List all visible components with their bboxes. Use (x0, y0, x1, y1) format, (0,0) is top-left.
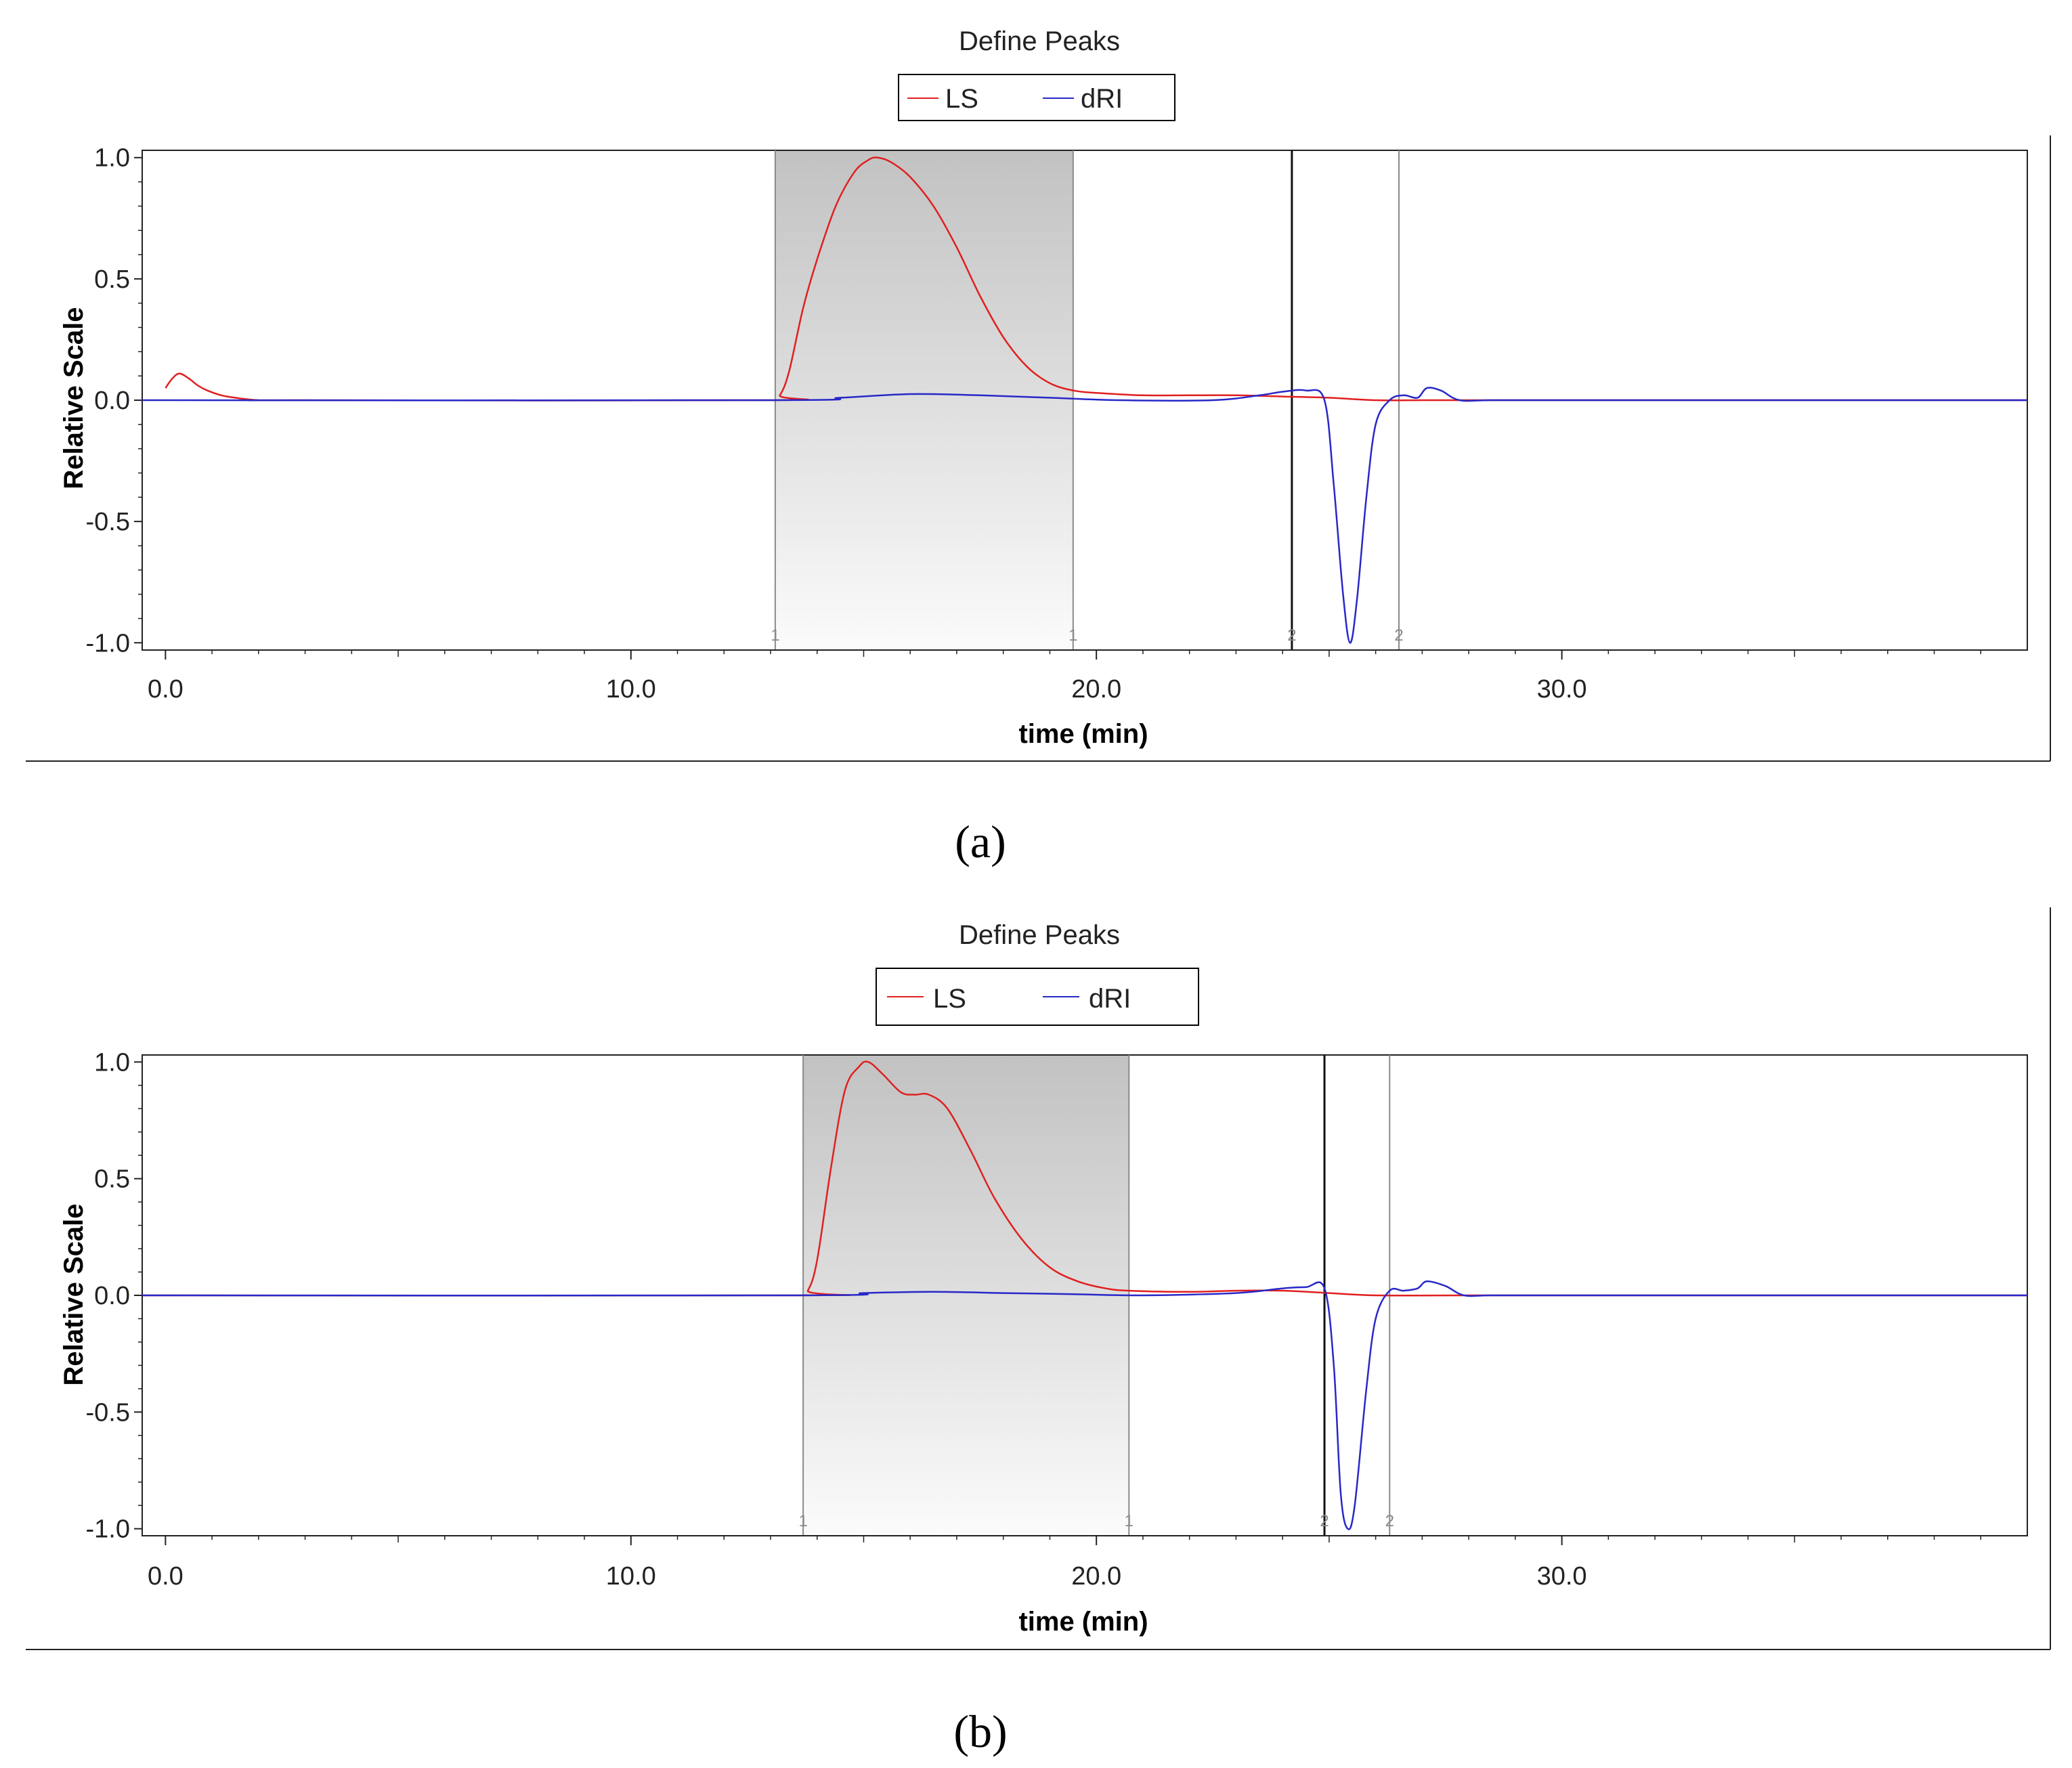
legend-label-dri: dRI (1089, 984, 1131, 1014)
y-tick-label: -1.0 (86, 629, 130, 657)
y-tick-label: 1.0 (94, 144, 130, 173)
legend-label-ls: LS (945, 84, 978, 114)
y-tick-label: 0.5 (94, 265, 130, 294)
x-axis-title: time (min) (1018, 1607, 1148, 1637)
peak-markers: 1 1 2 2 (771, 150, 1404, 650)
y-tick-label: -0.5 (86, 1398, 130, 1427)
series-layer (142, 1060, 2027, 1530)
peak-marker-label: 2 (1394, 626, 1403, 645)
legend-box (876, 968, 1199, 1026)
x-axis-title: time (min) (1018, 719, 1148, 749)
x-tick-label: 30.0 (1537, 675, 1587, 704)
x-axis: 0.0 10.0 20.0 30.0 (148, 650, 1982, 704)
y-tick-label: -0.5 (86, 508, 130, 536)
peak-marker-label: 1 (798, 1512, 807, 1530)
y-tick-label: 0.0 (94, 387, 130, 415)
peak-marker-label: 1 (771, 626, 779, 645)
y-tick-label: 0.5 (94, 1165, 130, 1194)
legend: LS dRI (898, 74, 1175, 121)
peak-marker-label: 2 (1287, 626, 1296, 645)
x-tick-label: 20.0 (1071, 675, 1121, 704)
peak-marker-label: 2 (1320, 1512, 1329, 1530)
legend-label-dri: dRI (1081, 84, 1123, 114)
x-tick-label: 0.0 (148, 1562, 184, 1591)
peak-marker-label: 2 (1385, 1512, 1394, 1530)
x-axis: 0.0 10.0 20.0 30.0 (148, 1536, 1982, 1591)
series-line-ls (165, 156, 2027, 402)
y-axis: 1.0 0.5 0.0 -0.5 -1.0 (86, 1048, 142, 1544)
x-tick-label: 0.0 (148, 675, 184, 704)
panel-caption: (b) (953, 1706, 1007, 1757)
y-tick-label: -1.0 (86, 1515, 130, 1544)
legend-box (898, 74, 1175, 121)
chart-title: Define Peaks (959, 26, 1120, 56)
y-axis-title: Relative Scale (59, 307, 89, 489)
y-tick-label: 0.0 (94, 1282, 130, 1310)
peak-marker-label: 1 (1125, 1512, 1134, 1530)
series-line-dri (142, 387, 2027, 644)
x-tick-label: 20.0 (1071, 1562, 1121, 1591)
legend: LS dRI (876, 968, 1199, 1026)
peak-marker-label: 1 (1069, 626, 1077, 645)
legend-label-ls: LS (933, 984, 966, 1014)
chart-panel-a: Define Peaks LS dRI 1.0 0.5 0.0 -0.5 -1.0 0.… (26, 26, 2051, 867)
x-tick-label: 10.0 (606, 1562, 656, 1591)
y-axis: 1.0 0.5 0.0 -0.5 -1.0 (86, 144, 142, 657)
y-tick-label: 1.0 (94, 1048, 130, 1077)
chart-title: Define Peaks (959, 920, 1120, 950)
panel-caption: (a) (955, 816, 1006, 867)
series-line-dri (142, 1280, 2027, 1530)
series-layer (142, 156, 2027, 644)
chart-panel-b: Define Peaks LS dRI 1.0 0.5 0.0 -0.5 -1.0 0.… (26, 907, 2051, 1757)
y-axis-title: Relative Scale (59, 1203, 89, 1385)
x-tick-label: 10.0 (606, 675, 656, 704)
x-tick-label: 30.0 (1537, 1562, 1587, 1591)
